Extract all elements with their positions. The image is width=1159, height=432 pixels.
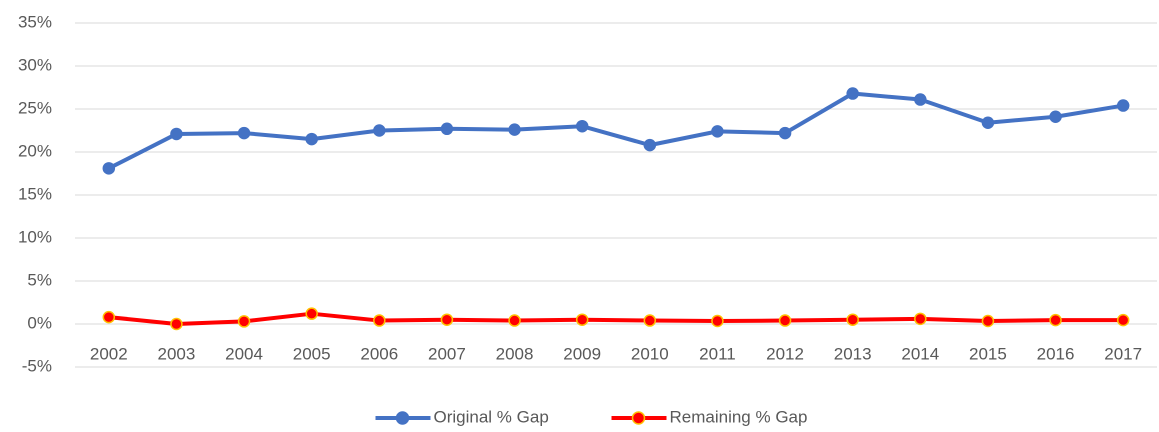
x-tick-label: 2011 — [699, 344, 736, 363]
data-point — [1049, 110, 1062, 123]
data-point — [1116, 313, 1130, 327]
y-tick-label: 25% — [18, 98, 52, 117]
x-tick-label: 2003 — [158, 344, 196, 363]
data-point — [914, 312, 927, 326]
y-tick-label: 15% — [18, 184, 52, 203]
data-point — [102, 162, 116, 175]
x-tick-label: 2014 — [901, 344, 939, 363]
data-point — [914, 93, 927, 106]
data-point — [305, 307, 318, 320]
x-tick-label: 2005 — [293, 344, 331, 363]
data-point — [440, 122, 454, 136]
x-tick-label: 2012 — [766, 344, 804, 363]
data-point — [170, 127, 183, 141]
data-point — [778, 314, 792, 327]
y-tick-label: 20% — [18, 141, 52, 160]
x-tick-label: 2008 — [496, 344, 534, 363]
x-tick-label: 2007 — [428, 344, 466, 363]
data-point — [575, 119, 589, 133]
data-point — [373, 314, 386, 327]
data-point — [711, 125, 724, 138]
data-point — [981, 116, 995, 130]
data-point — [643, 138, 657, 152]
data-point — [237, 315, 251, 328]
data-point — [575, 313, 589, 326]
y-tick-label: 30% — [18, 55, 52, 74]
y-tick-label: 0% — [27, 313, 52, 332]
data-point — [508, 123, 521, 136]
data-point — [846, 313, 859, 326]
data-point — [102, 310, 116, 324]
x-tick-label: 2002 — [90, 344, 128, 363]
x-tick-label: 2017 — [1104, 344, 1142, 363]
x-tick-label: 2010 — [631, 344, 669, 363]
x-tick-label: 2016 — [1037, 344, 1075, 363]
legend-label: Original % Gap — [434, 407, 549, 426]
data-point — [711, 314, 724, 328]
data-point — [305, 132, 318, 146]
y-tick-label: 5% — [27, 270, 52, 289]
data-point — [237, 126, 251, 140]
data-point — [508, 314, 521, 327]
data-point — [1049, 313, 1062, 327]
data-point — [778, 126, 792, 140]
x-tick-label: 2009 — [563, 344, 601, 363]
data-point — [440, 313, 454, 326]
x-tick-label: 2006 — [360, 344, 398, 363]
x-tick-label: 2013 — [834, 344, 872, 363]
y-tick-label: 10% — [18, 227, 52, 246]
y-tick-label: -5% — [22, 356, 52, 375]
data-point — [643, 314, 657, 327]
series-line — [107, 91, 1124, 171]
y-tick-label: 35% — [18, 12, 52, 31]
x-tick-label: 2015 — [969, 344, 1007, 363]
legend-marker — [395, 411, 410, 425]
x-tick-label: 2004 — [225, 344, 263, 363]
data-point — [373, 124, 386, 137]
data-point — [170, 317, 183, 331]
legend-label: Remaining % Gap — [670, 407, 808, 426]
data-point — [981, 314, 995, 328]
series-line — [108, 311, 1124, 326]
data-point — [1116, 99, 1130, 112]
legend-marker — [631, 411, 646, 425]
data-point — [846, 87, 859, 100]
